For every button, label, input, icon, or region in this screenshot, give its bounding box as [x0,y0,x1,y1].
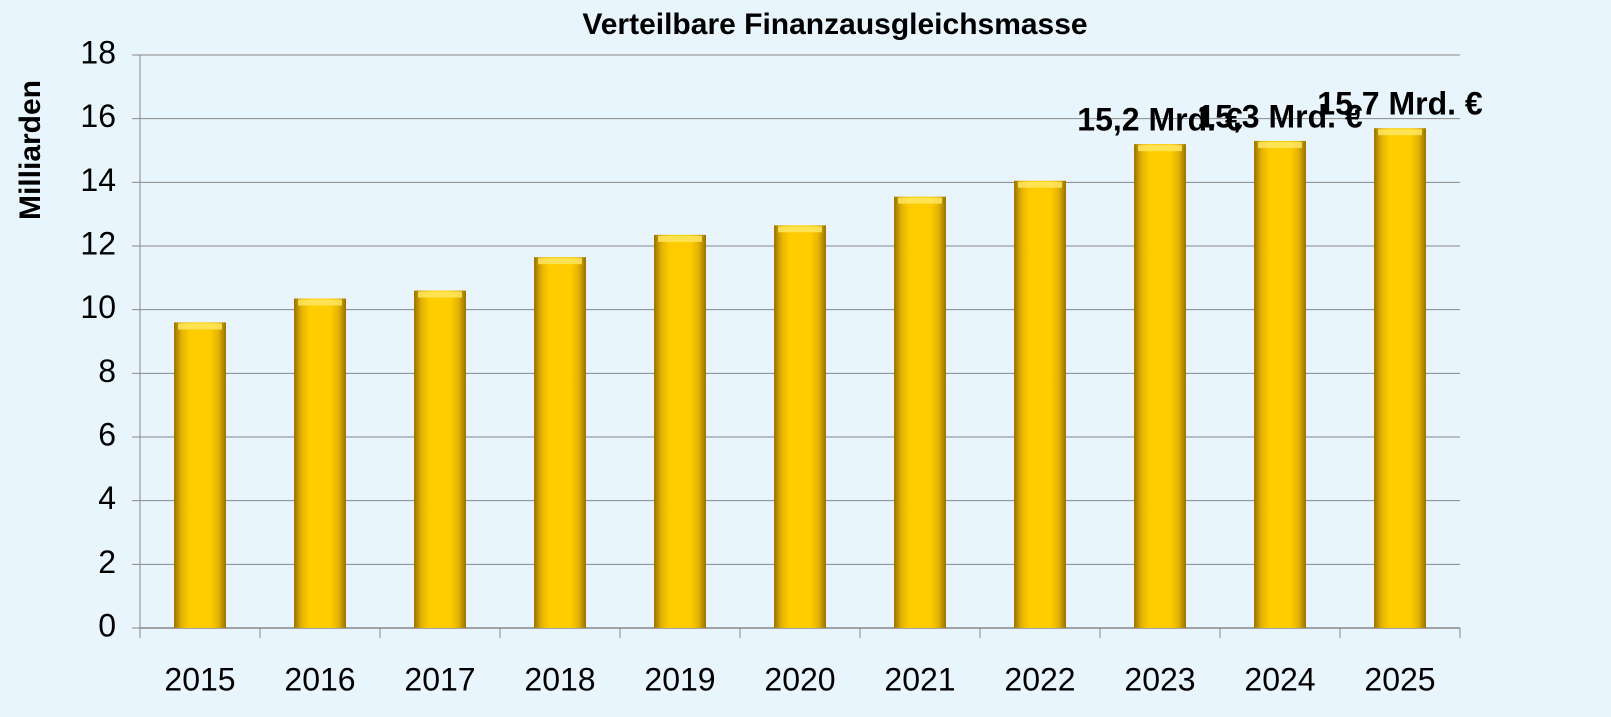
bar [294,298,346,628]
y-tick-label: 18 [80,34,116,70]
x-tick-label: 2016 [284,661,355,697]
bar-cap [1258,141,1302,148]
y-tick-label: 6 [98,416,116,452]
y-tick-label: 2 [98,544,116,580]
x-tick-label: 2018 [524,661,595,697]
bar-cap [1138,145,1182,152]
value-label: 15,2 Mrd. € [1077,102,1243,138]
bar [534,257,586,628]
x-tick-label: 2015 [164,661,235,697]
bar [894,196,946,629]
x-tick-label: 2023 [1124,661,1195,697]
bar-cap [418,291,462,298]
y-tick-label: 4 [98,480,116,516]
bar [654,234,706,628]
bar [1014,180,1066,628]
y-tick-label: 10 [80,289,116,325]
bar [174,322,226,628]
x-tick-label: 2025 [1364,661,1435,697]
y-tick-label: 0 [98,607,116,643]
x-tick-label: 2024 [1244,661,1315,697]
y-tick-label: 14 [80,162,116,198]
y-axis-title: Milliarden [14,80,47,220]
x-tick-label: 2022 [1004,661,1075,697]
value-label: 15,7 Mrd. € [1317,86,1483,122]
y-tick-label: 8 [98,353,116,389]
bar-cap [778,226,822,233]
value-label: 15,3 Mrd. € [1197,98,1363,134]
bar-cap [538,258,582,265]
bar-cap [1378,129,1422,136]
x-tick-label: 2021 [884,661,955,697]
bar [1134,144,1186,628]
bar [1374,128,1426,628]
chart-title: Verteilbare Finanzausgleichsmasse [582,8,1087,41]
bar-cap [898,197,942,204]
x-tick-label: 2019 [644,661,715,697]
bar-cap [298,299,342,306]
bar [1254,140,1306,628]
bar-cap [178,323,222,330]
bar-cap [1018,181,1062,188]
bar [774,225,826,628]
bar [414,290,466,628]
bar-cap [658,235,702,242]
x-tick-label: 2020 [764,661,835,697]
y-tick-label: 16 [80,98,116,134]
x-tick-label: 2017 [404,661,475,697]
y-tick-label: 12 [80,225,116,261]
